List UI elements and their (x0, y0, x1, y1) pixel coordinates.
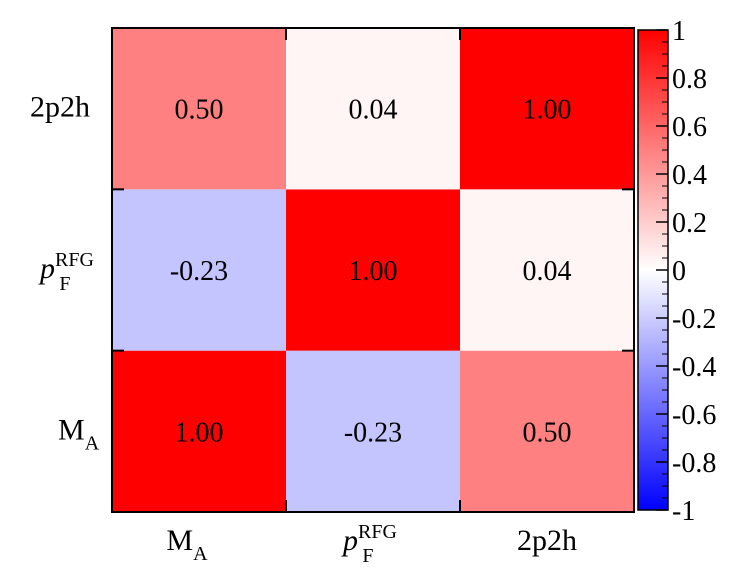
heatmap-cell (460, 189, 634, 351)
heatmap-cells (112, 28, 634, 512)
colorbar-tick-label: -0.4 (672, 352, 716, 383)
colorbar: 1 0.8 0.6 0.4 0.2 0 -0.2 -0.4 -0.6 -0.8 -1 (637, 16, 716, 527)
plot-frame-ticks (112, 28, 634, 512)
cell-value-label: 0.04 (349, 95, 398, 126)
cell-value-label: 1.00 (175, 417, 224, 448)
x-category-label: 2p2h (517, 524, 577, 557)
colorbar-tick-label: 0.6 (672, 112, 707, 143)
heatmap-cell (112, 350, 286, 512)
heatmap-value-labels: 1.00 -0.23 0.50 -0.23 1.00 0.04 0.50 0.04 1.00 (170, 95, 572, 449)
colorbar-tick-label: 0 (672, 256, 686, 287)
heatmap-cell (286, 350, 460, 512)
colorbar-tick-label: 0.8 (672, 64, 707, 95)
heatmap-cell (460, 350, 634, 512)
y-category-label: MA (58, 413, 100, 454)
cell-value-label: 0.04 (523, 256, 572, 287)
cell-value-label: 0.50 (523, 417, 572, 448)
y-axis-labels: MA pRFG F 2p2h (30, 91, 100, 455)
colorbar-tick-label: 0.2 (672, 208, 707, 239)
colorbar-tick-label: -0.6 (672, 400, 716, 431)
heatmap-cell (112, 28, 286, 190)
heatmap-cell (112, 189, 286, 351)
colorbar-tick-label: 1 (672, 16, 686, 47)
cell-value-label: 1.00 (523, 95, 572, 126)
y-category-label: pRFG F (38, 249, 94, 295)
colorbar-tick-label: -1 (672, 496, 695, 527)
cell-value-label: 0.50 (175, 95, 224, 126)
plot-frame (111, 27, 635, 513)
heatmap-cell (286, 189, 460, 351)
x-axis-labels: MA pRFG F 2p2h (166, 521, 577, 567)
cell-value-label: -0.23 (344, 417, 402, 448)
heatmap-cell (286, 28, 460, 190)
y-category-label: 2p2h (30, 91, 90, 124)
colorbar-tick-label: -0.8 (672, 448, 716, 479)
cell-value-label: -0.23 (170, 256, 228, 287)
x-category-label: MA (166, 524, 208, 565)
colorbar-tick-label: -0.2 (672, 304, 716, 335)
heatmap-cell (460, 28, 634, 190)
cell-value-label: 1.00 (349, 256, 398, 287)
colorbar-tick-label: 0.4 (672, 160, 707, 191)
x-category-label: pRFG F (341, 521, 397, 567)
